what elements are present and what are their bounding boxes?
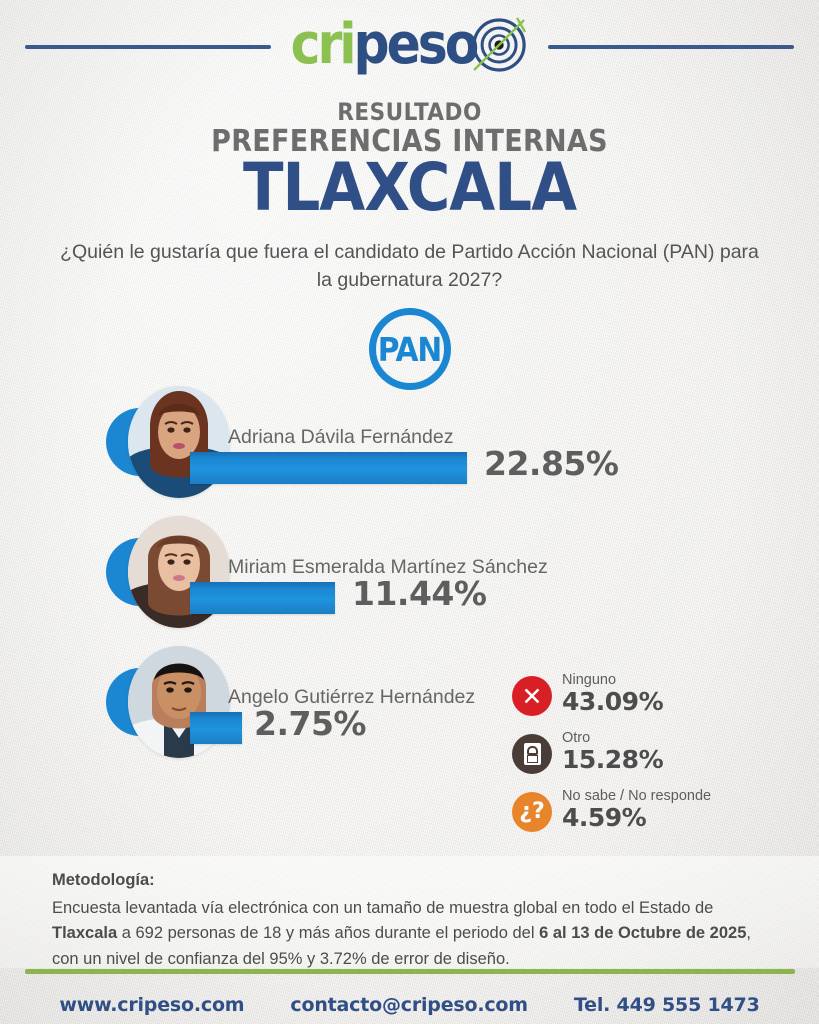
methodology-band xyxy=(0,856,819,968)
methodology-period: 6 al 13 de Octubre de 2025 xyxy=(539,924,747,942)
footer: www.cripeso.com contacto@cripeso.com Tel… xyxy=(0,985,819,1024)
other-percentage: 15.28% xyxy=(562,745,664,774)
list-item: ✕ Ninguno 43.09% xyxy=(512,672,802,730)
list-item: ¿? No sabe / No responde 4.59% xyxy=(512,788,802,846)
footer-phone: Tel. 449 555 1473 xyxy=(573,993,760,1016)
list-item: Otro 15.28% xyxy=(512,730,802,788)
candidate-bar xyxy=(190,712,242,744)
logo-wordmark: cripeso xyxy=(291,17,480,73)
pan-party-logo: PAN xyxy=(368,308,451,390)
candidate-bar xyxy=(190,582,335,614)
candidate-bar-chart: Adriana Dávila Fernández 22.85% xyxy=(0,386,819,776)
footer-email[interactable]: contacto@cripeso.com xyxy=(290,993,528,1016)
logo-text-cri: cri xyxy=(290,12,357,77)
footer-website[interactable]: www.cripeso.com xyxy=(59,993,245,1016)
candidate-row: Miriam Esmeralda Martínez Sánchez 11.44% xyxy=(0,516,819,646)
candidate-name: Miriam Esmeralda Martínez Sánchez xyxy=(228,556,548,578)
methodology-text: Metodología: Encuesta levantada vía elect… xyxy=(52,868,771,972)
candidate-name: Adriana Dávila Fernández xyxy=(228,426,454,448)
header: cripeso xyxy=(0,0,819,95)
ballot-box-icon xyxy=(512,734,552,774)
methodology-state: Tlaxcala xyxy=(52,924,118,942)
cripeso-logo[interactable]: cripeso xyxy=(291,14,529,76)
page-title: TLAXCALA xyxy=(242,149,577,226)
methodology-p3: , con un nivel de confianza del 95% y 3.… xyxy=(52,924,751,968)
candidate-percentage: 11.44% xyxy=(352,574,487,613)
candidate-bar xyxy=(190,452,467,484)
logo-text-peso: peso xyxy=(353,12,480,77)
other-label: Otro xyxy=(562,730,591,746)
candidate-name: Angelo Gutiérrez Hernández xyxy=(228,686,476,708)
methodology-p1: Encuesta levantada vía electrónica con u… xyxy=(52,898,714,917)
x-circle-icon: ✕ xyxy=(512,676,552,716)
methodology-heading: Metodología: xyxy=(52,871,155,889)
radar-target-icon xyxy=(470,16,528,74)
footer-divider xyxy=(25,969,795,974)
result-kicker: RESULTADO xyxy=(337,98,482,126)
survey-question: ¿Quién le gustaría que fuera el candidat… xyxy=(60,241,759,291)
other-percentage: 43.09% xyxy=(562,687,664,716)
other-responses-list: ✕ Ninguno 43.09% Otro 15.28% ¿? No sabe … xyxy=(512,672,802,846)
candidate-percentage: 22.85% xyxy=(484,444,619,483)
header-rule-right xyxy=(548,45,794,49)
question-mark-icon: ¿? xyxy=(512,792,552,832)
result-subtitle: PREFERENCIAS INTERNAS xyxy=(211,124,608,159)
pan-logo-label: PAN xyxy=(377,329,443,369)
other-label: Ninguno xyxy=(562,672,617,688)
candidate-percentage: 2.75% xyxy=(254,704,367,743)
methodology-p2: a 692 personas de 18 y más años durante … xyxy=(117,924,540,942)
other-label: No sabe / No responde xyxy=(562,788,712,804)
other-percentage: 4.59% xyxy=(562,803,647,832)
candidate-row: Adriana Dávila Fernández 22.85% xyxy=(0,386,819,516)
candidate-row: Angelo Gutiérrez Hernández 2.75% xyxy=(0,646,819,776)
header-rule-left xyxy=(25,45,271,49)
